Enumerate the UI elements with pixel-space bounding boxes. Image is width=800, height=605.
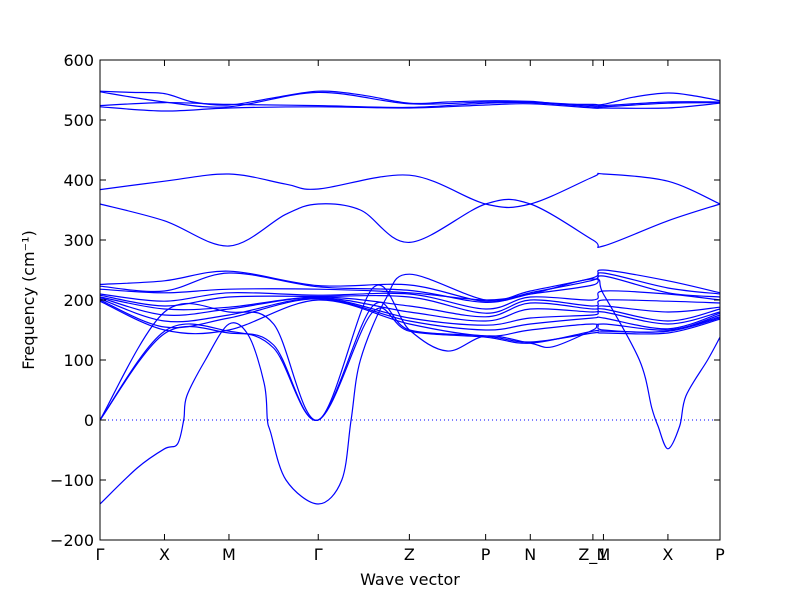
band-line-4 xyxy=(99,102,721,112)
band-line-9 xyxy=(99,275,721,301)
y-tick-label: 200 xyxy=(63,291,94,310)
band-line-1 xyxy=(99,90,721,106)
x-axis-ticks: Γ X M Γ Z P N Z_1M X P xyxy=(96,60,725,565)
y-tick-label: 400 xyxy=(63,171,94,190)
x-tick-label: Γ xyxy=(96,545,105,564)
band-line-19 xyxy=(99,301,721,421)
x-tick-label: P xyxy=(715,545,725,564)
band-line-13 xyxy=(99,296,721,322)
y-axis-label: Frequency (cm⁻¹) xyxy=(19,230,38,369)
x-axis-label: Wave vector xyxy=(360,570,460,589)
y-tick-label: −200 xyxy=(50,531,94,550)
band-line-20 xyxy=(99,273,721,505)
band-line-2 xyxy=(99,91,721,108)
band-line-10 xyxy=(99,290,721,310)
y-axis-ticks: −200 −100 0 100 200 300 400 500 600 xyxy=(50,51,720,550)
x-tick-label: M xyxy=(597,545,611,564)
y-tick-label: 500 xyxy=(63,111,94,130)
x-tick-label: Γ xyxy=(314,545,323,564)
band-line-18 xyxy=(99,307,721,421)
y-tick-label: 300 xyxy=(63,231,94,250)
band-line-11 xyxy=(99,294,721,314)
band-line-5 xyxy=(99,172,721,209)
band-line-15 xyxy=(99,298,721,331)
x-tick-label: M xyxy=(222,545,236,564)
band-line-12 xyxy=(99,296,721,318)
series-lines xyxy=(99,90,721,505)
x-tick-label: X xyxy=(159,545,170,564)
y-tick-label: 600 xyxy=(63,51,94,70)
x-tick-label: N xyxy=(524,545,536,564)
y-tick-label: 0 xyxy=(84,411,94,430)
band-line-17 xyxy=(99,284,721,421)
band-line-3 xyxy=(99,101,721,109)
y-tick-label: 100 xyxy=(63,351,94,370)
band-line-8 xyxy=(99,272,721,304)
x-tick-label: Z xyxy=(404,545,415,564)
x-tick-label: P xyxy=(481,545,491,564)
band-line-14 xyxy=(99,297,721,326)
x-tick-label: X xyxy=(662,545,673,564)
band-line-6 xyxy=(99,198,721,248)
y-tick-label: −100 xyxy=(50,471,94,490)
x-tick-label: Z_1 xyxy=(578,545,607,565)
